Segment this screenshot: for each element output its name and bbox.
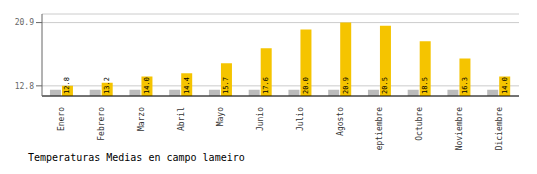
svg-text:17.6: 17.6 [262,77,270,94]
svg-text:12.8: 12.8 [63,77,71,94]
svg-text:13.2: 13.2 [103,77,111,94]
svg-text:Mayo: Mayo [216,107,225,126]
svg-text:14.4: 14.4 [183,77,191,94]
svg-text:Octubre: Octubre [415,107,424,141]
svg-text:Marzo: Marzo [137,107,146,131]
svg-text:Abril: Abril [177,107,186,131]
svg-text:Septiembre: Septiembre [375,107,384,150]
html-text:Temperaturas Medias en campo l: Temperaturas Medias en campo lameiro [28,152,245,163]
svg-text:14.0: 14.0 [143,77,151,94]
svg-text:Febrero: Febrero [97,107,106,141]
svg-text:20.9: 20.9 [342,77,350,94]
svg-text:20.9: 20.9 [15,18,34,27]
svg-text:Junio: Junio [256,107,265,131]
svg-text:18.5: 18.5 [421,77,429,94]
svg-text:20.0: 20.0 [302,77,310,94]
svg-text:Agosto: Agosto [336,107,345,136]
svg-text:Enero: Enero [57,107,66,131]
svg-text:Noviembre: Noviembre [455,107,464,150]
svg-text:Julio: Julio [296,107,305,131]
svg-text:20.5: 20.5 [381,77,389,94]
svg-text:15.7: 15.7 [222,77,230,94]
svg-text:Diciembre: Diciembre [495,107,504,150]
svg-text:12.8: 12.8 [15,82,34,91]
svg-text:16.3: 16.3 [461,77,469,94]
svg-text:14.0: 14.0 [501,77,509,94]
